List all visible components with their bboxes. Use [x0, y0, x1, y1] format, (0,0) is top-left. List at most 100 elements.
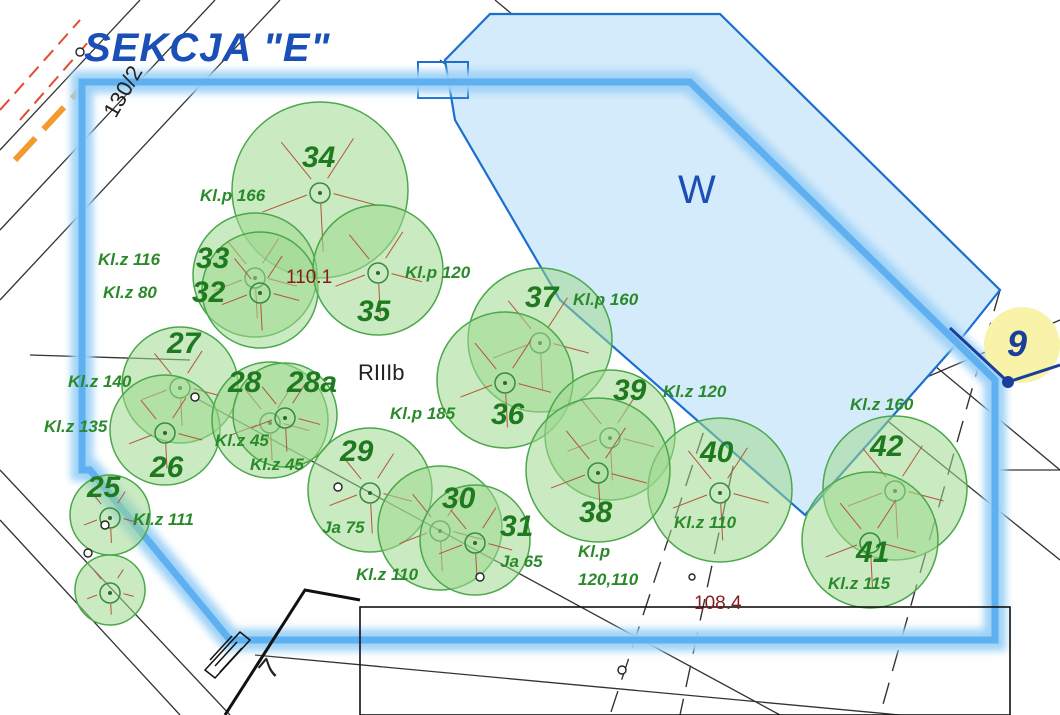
tree-branch-line	[187, 350, 203, 374]
tree-center-icon	[283, 416, 287, 420]
tree-branch-line	[370, 503, 373, 534]
sheet-number: 9	[1007, 323, 1028, 364]
tree-branch-line	[348, 234, 370, 260]
tree-branch-line	[285, 428, 288, 452]
tree-number: 41	[856, 536, 890, 569]
tree-branch-line	[123, 518, 138, 523]
tree-species: Kl.z 45	[215, 431, 269, 450]
tree-branch-line	[611, 473, 647, 484]
tree-trunk-icon	[859, 532, 881, 554]
tree-branch-line	[342, 455, 362, 480]
tree-branch-line	[547, 297, 568, 329]
stairs-icon	[203, 630, 252, 680]
tree-trunk-icon	[274, 407, 296, 429]
tree-trunk-icon	[154, 422, 176, 444]
tree-species: Kl.p 120	[405, 263, 471, 282]
tree-branch-line	[280, 141, 312, 180]
tree-trunk-icon	[464, 532, 486, 554]
survey-points	[75, 47, 696, 675]
tree-branch-line	[178, 433, 203, 441]
tree-species: Kl.p 166	[200, 186, 266, 205]
tree-number: 27	[167, 327, 201, 360]
tree-center-icon	[318, 191, 322, 195]
tree-number: 37	[525, 281, 559, 314]
tree-center-icon	[596, 471, 600, 475]
tree-number: 28	[228, 366, 262, 399]
tree-branch-line	[261, 386, 277, 405]
tree-center-icon	[473, 541, 477, 545]
elevation-label: 110.1	[286, 267, 333, 288]
tree-trunk-icon	[99, 507, 121, 529]
tree-center-icon	[163, 431, 167, 435]
tree-species: Kl.z 115	[828, 574, 891, 593]
zone-label: W	[678, 168, 716, 212]
tree-branch-line	[512, 339, 532, 369]
tree-branch-line	[165, 443, 168, 469]
tree-branch-line	[292, 384, 306, 404]
tree-branch-line	[140, 399, 157, 420]
tree-number: 33	[196, 242, 230, 275]
tree-branch-line	[377, 453, 395, 479]
tree-number: 35	[357, 295, 391, 328]
tree-branch-line	[123, 593, 134, 597]
tree-branch-line	[883, 543, 917, 553]
tree-branch-line	[378, 283, 381, 316]
tree-trunk-icon	[587, 462, 609, 484]
tree-branch-line	[110, 603, 112, 615]
tree-number: 29	[340, 435, 374, 468]
tree-species: Kl.p 160	[573, 290, 639, 309]
tree-branch-line	[91, 492, 102, 505]
tree-number: 42	[870, 430, 904, 463]
tree-branch-line	[720, 503, 724, 541]
tree-branch-line	[94, 570, 102, 580]
tree-branch-line	[172, 397, 187, 419]
tree-crown	[232, 362, 338, 468]
tree-crown	[312, 204, 444, 336]
tree-center-icon	[108, 516, 112, 520]
tree-crown	[74, 554, 146, 626]
tree-number: 26	[150, 451, 184, 484]
tree-crown	[801, 471, 939, 609]
section-title: SEKCJA "E"	[84, 26, 331, 70]
tree-trunk-icon	[99, 582, 121, 604]
tree-branch-line	[117, 491, 126, 504]
tree-branch-line	[260, 303, 263, 331]
tree-species: Kl.p	[578, 542, 611, 561]
tree-branch-line	[267, 255, 283, 279]
tree-branch-line	[110, 528, 112, 543]
tree-branch-line	[298, 418, 321, 425]
tree-branch-line	[505, 393, 508, 428]
tree-branch-line	[598, 483, 602, 521]
tree-branch-line	[273, 293, 300, 301]
tree-crown	[419, 484, 531, 596]
tree-species: Kl.z 116	[98, 250, 161, 269]
tree-branch-line	[450, 509, 467, 530]
tree-branch-line	[518, 383, 552, 393]
building-7	[223, 588, 1011, 715]
tree-branch-line	[83, 519, 98, 526]
tree-center-icon	[368, 491, 372, 495]
tree-trunk-icon	[309, 182, 331, 204]
tree-branch-line	[877, 499, 897, 529]
tree-trunk-icon	[709, 482, 731, 504]
tree-species: Kl.z 120	[663, 382, 727, 401]
tree-center-icon	[108, 591, 112, 595]
tree-branch-line	[333, 193, 380, 207]
tree-species: Kl.z 45	[250, 455, 304, 474]
tree-branch-line	[221, 294, 248, 306]
tree-center-icon	[503, 381, 507, 385]
tree-center-icon	[258, 291, 262, 295]
tree-branch-line	[385, 231, 404, 259]
tree-branch-line	[438, 544, 463, 555]
tree-branch-line	[234, 258, 252, 280]
tree-species: Kl.z 140	[68, 372, 132, 391]
elevation-label: 108.4	[694, 593, 742, 614]
tree-branch-line	[733, 493, 769, 504]
tree-branch-line	[335, 274, 366, 287]
tree-branch-line	[460, 384, 493, 398]
tree-layer	[69, 101, 968, 626]
tree-branch-line	[825, 544, 858, 558]
tree-species: Kl.z 111	[133, 510, 194, 529]
